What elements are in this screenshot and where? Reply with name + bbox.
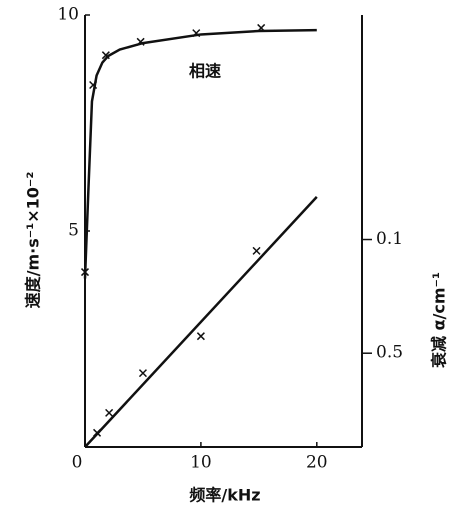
x-axis-label: 频率/kHz [189,486,260,505]
data-point [252,246,261,255]
y-tick-label: 10 [57,5,79,25]
x-tick-label: 20 [306,453,328,473]
data-point [196,332,205,341]
data-point [89,80,98,90]
y-axis-label: 速度/m·s⁻¹×10⁻² [24,172,43,309]
data-point [136,37,145,46]
data-point [101,51,110,60]
x-tick-label: 0 [72,453,83,473]
annotation: 相速 [189,62,221,81]
fit-line [83,28,317,279]
data-point [80,268,90,277]
y-tick-label: 5 [68,221,79,241]
fit-line [84,196,318,448]
data-point [257,23,266,32]
data-point [93,428,102,437]
y2-tick-label: 0.1 [376,229,403,249]
x-tick-label: 10 [190,453,212,473]
data-point [138,369,147,378]
y2-axis-label: 衰减 α/cm⁻¹ [430,272,449,369]
y2-tick-label: 0.5 [376,343,403,363]
data-point [105,408,114,417]
data-point [192,29,201,38]
